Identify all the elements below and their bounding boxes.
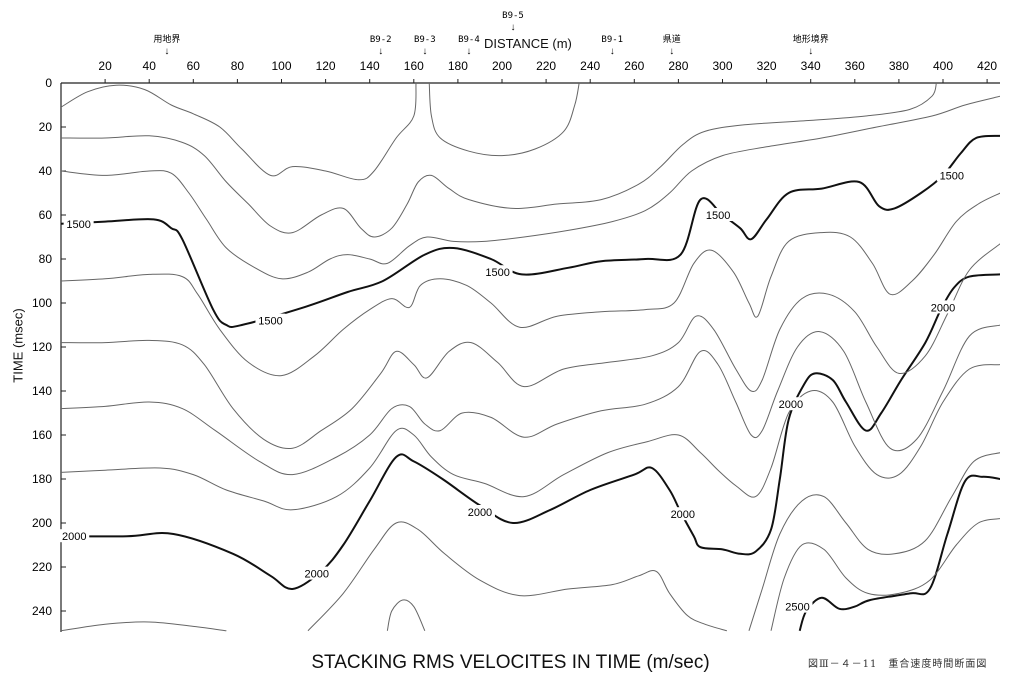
contour-line	[61, 192, 1000, 377]
down-arrow-icon: ↓	[511, 22, 516, 33]
location-marker-label: B9-2	[370, 35, 392, 45]
contour-line	[61, 621, 227, 632]
x-tick-label: 400	[933, 59, 953, 73]
chart-title: STACKING RMS VELOCITES IN TIME (m/sec)	[311, 652, 710, 673]
contour-label: 2000	[671, 509, 695, 521]
contour-label: 1500	[66, 219, 90, 231]
down-arrow-icon: ↓	[808, 46, 813, 57]
location-marker-label: 県道	[663, 33, 681, 45]
contour-line	[61, 83, 937, 238]
contour-line	[386, 599, 426, 632]
contour-label: 2000	[779, 399, 803, 411]
x-tick-label: 200	[492, 59, 512, 73]
contour-label-bg	[482, 265, 513, 279]
contour-label: 2000	[931, 302, 955, 314]
contour-line	[61, 243, 1000, 450]
contour-line	[428, 83, 580, 157]
contour-label: 2500	[785, 602, 809, 614]
x-tick-label: 220	[536, 59, 556, 73]
contour-line	[61, 324, 1000, 476]
contour-line-2000	[61, 273, 1000, 591]
y-tick-label: 160	[32, 428, 52, 442]
x-tick-label: 260	[624, 59, 644, 73]
x-tick-label: 120	[316, 59, 336, 73]
location-marker-label: 用地界	[153, 33, 180, 45]
y-tick-label: 80	[39, 252, 53, 266]
x-tick-label: 160	[404, 59, 424, 73]
x-tick-label: 420	[977, 59, 997, 73]
location-marker-label: B9-4	[458, 35, 480, 45]
x-tick-label: 300	[712, 59, 732, 73]
contour-lines	[61, 83, 1000, 632]
x-tick-label: 60	[187, 59, 201, 73]
contour-label: 2000	[305, 569, 329, 581]
y-tick-label: 120	[32, 340, 52, 354]
down-arrow-icon: ↓	[466, 46, 471, 57]
contour-line	[748, 452, 1000, 631]
contour-label: 2000	[62, 531, 86, 543]
x-tick-label: 80	[231, 59, 245, 73]
x-tick-label: 240	[580, 59, 600, 73]
down-arrow-icon: ↓	[669, 46, 674, 57]
y-tick-label: 140	[32, 384, 52, 398]
x-tick-label: 360	[845, 59, 865, 73]
contour-label-bg	[59, 529, 90, 543]
x-axis-label: DISTANCE (m)	[484, 36, 572, 51]
contour-label-bg	[63, 216, 94, 230]
contour-label: 1500	[706, 210, 730, 222]
y-tick-label: 100	[32, 296, 52, 310]
contour-label-bg	[703, 208, 734, 221]
down-arrow-icon: ↓	[378, 46, 383, 57]
location-marker-label: 地形境界	[793, 33, 829, 45]
down-arrow-icon: ↓	[164, 46, 169, 57]
y-tick-label: 20	[39, 120, 53, 134]
x-tick-label: 20	[98, 59, 112, 73]
y-tick-label: 0	[45, 76, 52, 90]
contour-line	[61, 364, 1000, 511]
y-tick-label: 60	[39, 208, 53, 222]
contour-label-bg	[464, 505, 495, 518]
x-tick-label: 380	[889, 59, 909, 73]
contour-line-2500	[798, 474, 1000, 632]
contour-line-1500	[61, 134, 1000, 329]
x-tick-label: 140	[360, 59, 380, 73]
figure-caption: 図Ⅲ－４－11 重合速度時間断面図	[808, 659, 988, 670]
x-tick-label: 40	[143, 59, 157, 73]
y-tick-label: 180	[32, 472, 52, 486]
x-tick-label: 280	[668, 59, 688, 73]
down-arrow-icon: ↓	[610, 46, 615, 57]
contour-label-bg	[301, 566, 332, 580]
down-arrow-icon: ↓	[422, 46, 427, 57]
contour-line	[770, 518, 1000, 631]
contour-line	[61, 95, 1000, 280]
y-tick-label: 200	[32, 516, 52, 530]
x-tick-label: 180	[448, 59, 468, 73]
location-marker-label: B9-1	[601, 35, 623, 45]
contour-label-bg	[936, 168, 967, 182]
x-tick-label: 100	[271, 59, 291, 73]
contour-label-bg	[928, 300, 958, 314]
x-tick-label: 320	[757, 59, 777, 73]
y-tick-label: 240	[32, 604, 52, 618]
location-marker-label: B9-5	[502, 11, 524, 21]
location-marker-label: B9-3	[414, 35, 436, 45]
contour-label: 1500	[940, 170, 964, 182]
x-tick-label: 340	[801, 59, 821, 73]
contour-line	[61, 83, 417, 181]
contour-label: 2000	[468, 507, 492, 519]
contour-label-bg	[775, 397, 806, 411]
contour-label-bg	[667, 507, 698, 521]
contour-label: 1500	[258, 316, 282, 328]
y-tick-label: 40	[39, 164, 53, 178]
contour-label-bg	[782, 599, 813, 613]
contour-label-bg	[255, 313, 286, 327]
contour-line	[307, 521, 728, 632]
contour-label: 1500	[485, 267, 509, 279]
y-axis-label: TIME (msec)	[10, 308, 26, 383]
y-tick-label: 220	[32, 560, 52, 574]
